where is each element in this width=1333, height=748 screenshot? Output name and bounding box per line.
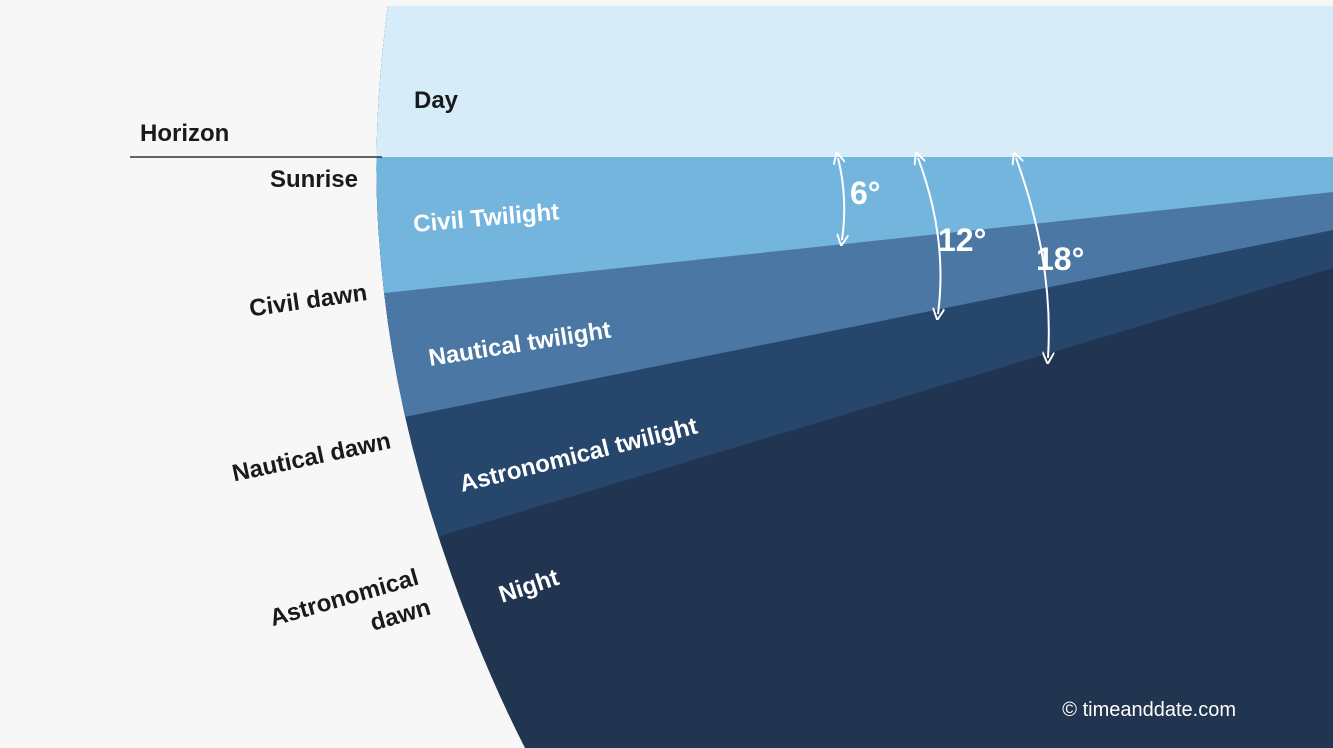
civil-angle-arrow [838, 158, 844, 240]
credit-text: © timeanddate.com [1062, 699, 1236, 721]
civil-angle-label: 6° [850, 175, 881, 211]
nautical-angle-label: 12° [938, 222, 986, 258]
astronomical-angle-arrow [1016, 158, 1049, 358]
sunrise-label: Sunrise [270, 166, 358, 193]
day-band [376, 6, 1333, 157]
day-label: Day [414, 87, 459, 114]
nautical-angle-arrow [918, 158, 941, 314]
horizon-label: Horizon [140, 120, 229, 147]
sky-bands [376, 6, 1333, 748]
astronomical-angle-label: 18° [1036, 241, 1084, 277]
